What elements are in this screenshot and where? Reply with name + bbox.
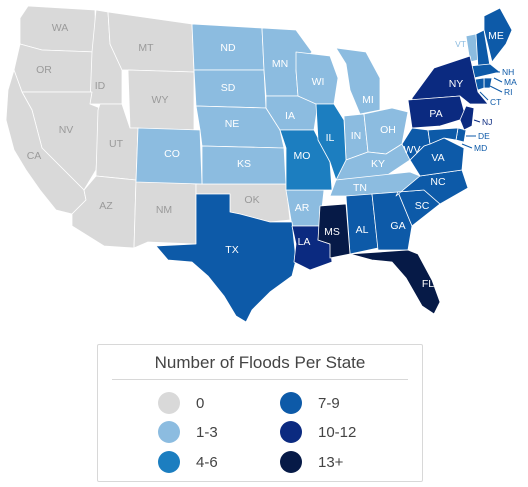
state-label-wi: WI bbox=[312, 76, 325, 88]
state-label-la: LA bbox=[298, 236, 311, 248]
state-label-fl: FL bbox=[422, 278, 434, 290]
state-label-ne: NE bbox=[225, 118, 240, 130]
state-co bbox=[135, 127, 203, 185]
state-nj bbox=[459, 105, 475, 131]
state-label-ia: IA bbox=[285, 110, 295, 122]
state-or bbox=[13, 43, 97, 93]
state-label-il: IL bbox=[326, 132, 335, 144]
state-label-in: IN bbox=[351, 130, 362, 142]
state-label-al: AL bbox=[356, 224, 369, 236]
state-label-tn: TN bbox=[353, 182, 367, 194]
legend-item: 10-12 bbox=[280, 421, 356, 443]
state-label-sc: SC bbox=[415, 200, 430, 212]
state-label-wa: WA bbox=[52, 22, 69, 34]
state-label-nh: NH bbox=[502, 67, 514, 77]
state-label-ga: GA bbox=[390, 220, 405, 232]
state-label-nc: NC bbox=[430, 176, 446, 188]
legend-item: 1-3 bbox=[158, 421, 218, 443]
legend-swatch bbox=[280, 451, 302, 473]
legend-swatch bbox=[158, 392, 180, 414]
state-label-ut: UT bbox=[109, 138, 124, 150]
legend-item: 7-9 bbox=[280, 392, 340, 414]
state-label-va: VA bbox=[431, 152, 444, 164]
callout-line-nj bbox=[473, 119, 481, 123]
state-label-mn: MN bbox=[272, 58, 288, 70]
state-label-ny: NY bbox=[449, 78, 464, 90]
legend-label: 13+ bbox=[318, 453, 344, 471]
state-label-mo: MO bbox=[294, 150, 311, 162]
state-label-sd: SD bbox=[221, 82, 236, 94]
callout-line-ri bbox=[489, 85, 503, 93]
callout-line-md bbox=[461, 143, 473, 149]
legend-item: 13+ bbox=[280, 451, 343, 473]
state-label-me: ME bbox=[488, 30, 504, 42]
map-legend: Number of Floods Per State 0 1-3 4-6 7-9 10-… bbox=[97, 344, 423, 482]
state-label-ma: MA bbox=[504, 77, 517, 87]
state-label-wy: WY bbox=[152, 94, 169, 106]
state-label-id: ID bbox=[95, 80, 106, 92]
state-ca bbox=[5, 69, 87, 215]
legend-label: 4-6 bbox=[196, 453, 218, 471]
state-label-nm: NM bbox=[156, 204, 172, 216]
legend-item: 4-6 bbox=[158, 451, 218, 473]
legend-label: 1-3 bbox=[196, 423, 218, 441]
state-label-tx: TX bbox=[225, 244, 238, 256]
legend-swatch bbox=[280, 392, 302, 414]
state-il bbox=[315, 103, 347, 181]
legend-item: 0 bbox=[158, 392, 204, 414]
state-fl bbox=[349, 249, 441, 315]
state-pa bbox=[407, 95, 467, 129]
state-tx bbox=[155, 193, 297, 323]
state-label-vt: VT bbox=[455, 39, 466, 49]
state-label-wv: WV bbox=[404, 144, 421, 156]
state-label-de: DE bbox=[478, 131, 490, 141]
state-label-md: MD bbox=[474, 143, 487, 153]
state-label-co: CO bbox=[164, 148, 180, 160]
state-label-ms: MS bbox=[324, 226, 340, 238]
state-label-ky: KY bbox=[371, 158, 385, 170]
state-label-ca: CA bbox=[27, 150, 42, 162]
legend-label: 0 bbox=[196, 394, 205, 412]
callout-line-ma bbox=[493, 77, 503, 83]
state-label-mi: MI bbox=[362, 94, 374, 106]
state-label-ri: RI bbox=[504, 87, 513, 97]
state-label-ar: AR bbox=[295, 202, 310, 214]
legend-title: Number of Floods Per State bbox=[154, 353, 366, 372]
legend-label: 10-12 bbox=[318, 423, 357, 441]
state-mo bbox=[279, 129, 333, 191]
state-label-nd: ND bbox=[220, 42, 236, 54]
state-label-mt: MT bbox=[138, 42, 154, 54]
legend-label: 7-9 bbox=[318, 394, 340, 412]
legend-swatch bbox=[158, 421, 180, 443]
state-ms bbox=[317, 203, 351, 259]
callout-line-ct bbox=[479, 91, 489, 101]
state-ga bbox=[371, 191, 413, 251]
state-label-oh: OH bbox=[380, 124, 396, 136]
state-label-or: OR bbox=[36, 64, 52, 76]
state-label-nv: NV bbox=[59, 124, 74, 136]
state-label-ks: KS bbox=[237, 158, 251, 170]
state-md bbox=[427, 127, 459, 145]
state-label-ct: CT bbox=[490, 97, 501, 107]
legend-swatch bbox=[280, 421, 302, 443]
legend-swatch bbox=[158, 451, 180, 473]
state-label-pa: PA bbox=[429, 108, 442, 120]
state-mi bbox=[335, 47, 381, 115]
state-label-ok: OK bbox=[244, 194, 259, 206]
legend-divider bbox=[112, 379, 408, 380]
state-label-az: AZ bbox=[99, 200, 113, 212]
state-label-nj: NJ bbox=[482, 117, 492, 127]
